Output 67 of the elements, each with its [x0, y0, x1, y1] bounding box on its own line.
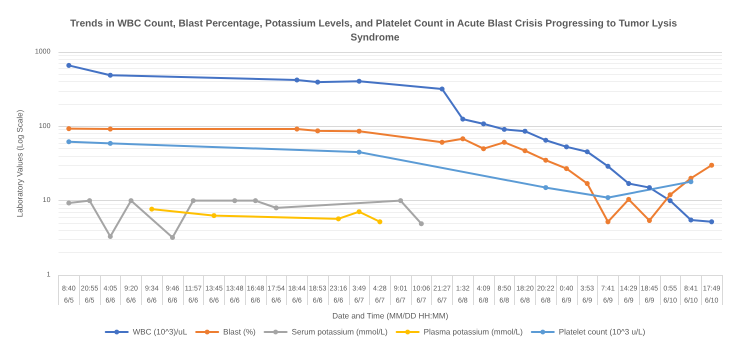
point [688, 179, 694, 184]
point [190, 198, 196, 204]
point [584, 149, 590, 154]
legend-label: Plasma potassium (mmol/L) [424, 328, 524, 336]
legend-label: Platelet count (10^3 u/L) [558, 328, 646, 336]
y-axis-title: Laboratory Values (Log Scale) [16, 109, 24, 218]
point [605, 219, 610, 224]
point [108, 140, 113, 146]
point [315, 80, 320, 85]
point [440, 86, 445, 92]
point [66, 200, 72, 206]
point [108, 234, 113, 239]
legend-label: WBC (10^3)/uL [132, 328, 188, 336]
point [294, 126, 300, 132]
point [87, 198, 92, 204]
point [418, 221, 424, 226]
point [709, 219, 714, 224]
point [377, 219, 382, 224]
point [356, 128, 362, 134]
x-axis-title: Date and Time (MM/DD HH:MM) [332, 311, 449, 320]
point [502, 140, 507, 145]
point [688, 217, 694, 222]
point [108, 126, 113, 132]
point [149, 206, 154, 212]
point [605, 195, 610, 200]
point [668, 192, 673, 198]
point [252, 198, 258, 204]
point [440, 140, 445, 145]
point [584, 181, 590, 186]
point [356, 150, 362, 155]
point [356, 209, 362, 214]
point [646, 185, 652, 190]
point [626, 181, 632, 186]
point [66, 126, 72, 132]
point [543, 158, 548, 163]
legend-label: Blast (%) [223, 328, 256, 336]
point [211, 213, 216, 218]
point [108, 72, 113, 78]
point [398, 198, 404, 204]
point [564, 144, 569, 150]
point [481, 121, 486, 126]
point [605, 164, 610, 169]
point [543, 138, 548, 143]
point [274, 205, 279, 210]
point [460, 136, 466, 142]
point [356, 78, 362, 84]
point [481, 146, 486, 152]
point [460, 116, 466, 122]
point [646, 218, 652, 224]
point [66, 62, 72, 68]
legend-label: Serum potassium (mmol/L) [292, 328, 388, 336]
point [66, 139, 72, 144]
point [668, 198, 673, 204]
point [294, 78, 300, 83]
point [170, 234, 176, 240]
point [128, 198, 134, 204]
point [564, 166, 569, 172]
point [502, 126, 507, 132]
point [232, 198, 238, 204]
point [336, 216, 341, 222]
point [709, 162, 714, 168]
point [315, 128, 320, 134]
point [522, 128, 528, 134]
point [543, 185, 548, 190]
chart-title: Trends in WBC Count, Blast Percentage, Potassium Levels, and Platelet Count in Acute Blast Crisis Progressing to Tumor Lysis Syndrome [70, 18, 680, 44]
point [626, 196, 632, 202]
point [522, 148, 528, 154]
